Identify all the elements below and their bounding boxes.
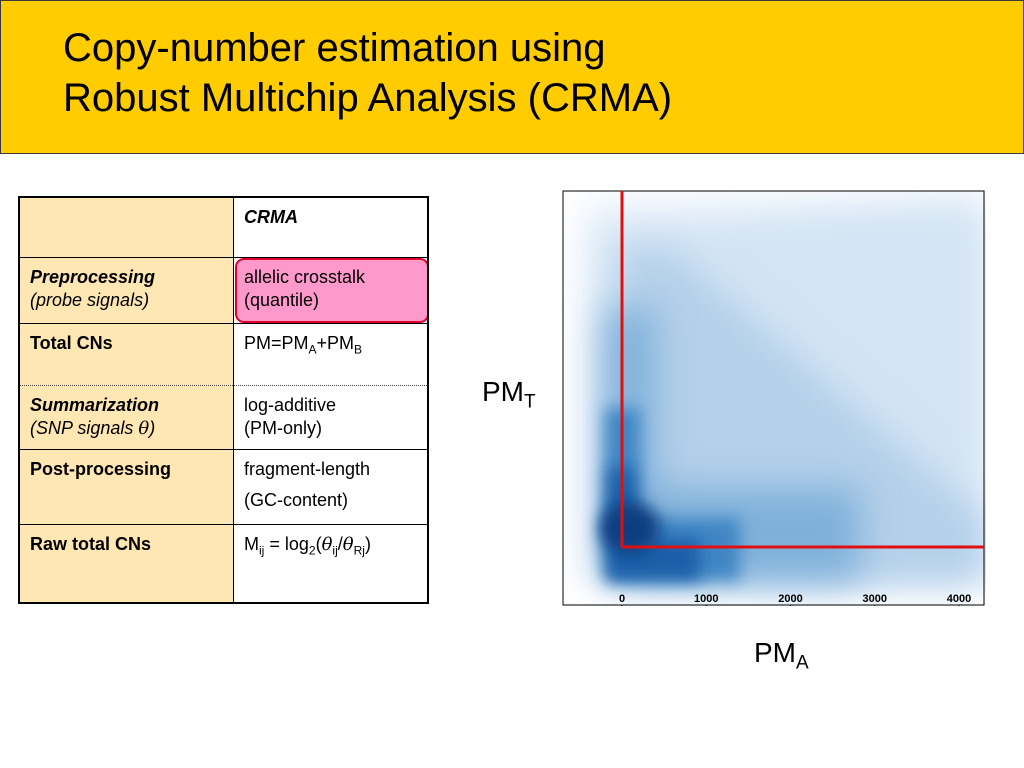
x-tick-label: 2000	[778, 593, 802, 605]
formula-slash: /	[337, 533, 343, 554]
value-sub-b: B	[354, 342, 363, 357]
y-label-sub: T	[524, 391, 536, 413]
title-band: Copy-number estimation using Robust Mult…	[0, 0, 1024, 154]
row-label-preprocessing: Preprocessing	[30, 266, 156, 287]
crma-table: CRMA Preprocessing (probe signals) allel…	[18, 196, 429, 604]
table-row: Post-processing fragment-length (GC-cont…	[18, 448, 429, 525]
formula-eq-log: = log	[264, 533, 309, 554]
table-row: Summarization (SNP signals θ) log-additi…	[18, 384, 429, 450]
row-label-total-cns: Total CNs	[30, 332, 113, 353]
x-label-sub: A	[796, 652, 809, 674]
row-label-post-processing: Post-processing	[30, 458, 172, 479]
theta-symbol: θ	[138, 417, 150, 439]
value-fragment-length: fragment-length	[244, 458, 371, 479]
x-axis-label: PMA	[754, 637, 809, 675]
x-tick-label: 4000	[947, 593, 971, 605]
header-left-cell	[18, 196, 234, 258]
formula-open-paren: (	[315, 533, 322, 554]
density-cloud	[585, 202, 984, 580]
row-value-cell: allelic crosstalk (quantile)	[233, 256, 429, 324]
formula-sub-ij-2: ij	[332, 543, 338, 558]
row-value-cell: log-additive (PM-only)	[233, 384, 429, 450]
density-plot: 0 1000 2000 3000 4000 0 1000 2000 3000 4000	[560, 188, 986, 606]
value-pm-eq: PM=PM	[244, 332, 309, 353]
sublabel-prefix: (SNP signals	[30, 417, 139, 438]
row-value-cell: PM=PMA+PMB	[233, 322, 429, 385]
row-label-cell: Summarization (SNP signals θ)	[18, 384, 234, 450]
crma-table-wrapper: CRMA Preprocessing (probe signals) allel…	[18, 196, 429, 604]
sublabel-suffix: )	[149, 417, 156, 438]
slide-title-line-2: Robust Multichip Analysis (CRMA)	[63, 76, 673, 120]
x-label-main: PM	[754, 637, 796, 668]
row-label-summarization: Summarization	[30, 394, 160, 415]
table-row: Preprocessing (probe signals) allelic cr…	[18, 256, 429, 324]
row-sublabel-probe-signals: (probe signals)	[30, 289, 150, 310]
y-axis-label: PMT	[482, 376, 536, 414]
header-crma-cell: CRMA	[233, 196, 429, 258]
slide-title-line-1: Copy-number estimation using	[63, 26, 606, 70]
x-tick-label: 0	[619, 593, 625, 605]
value-quantile: (quantile)	[244, 289, 320, 310]
formula-sub-ij: ij	[259, 543, 265, 558]
x-tick-label: 3000	[863, 593, 887, 605]
row-sublabel-snp-signals: (SNP signals θ)	[30, 417, 223, 440]
formula-sub-2: 2	[308, 543, 316, 558]
table-row: Total CNs PM=PMA+PMB	[18, 322, 429, 385]
row-label-cell: Total CNs	[18, 322, 234, 385]
value-plus-pm: +PM	[316, 332, 355, 353]
value-log-additive: log-additive	[244, 394, 337, 415]
y-label-main: PM	[482, 376, 524, 407]
formula-close-paren: )	[364, 533, 371, 554]
row-label-cell: Post-processing	[18, 448, 234, 525]
formula-sub-rj: Rj	[353, 543, 365, 558]
formula-theta-2: θ	[342, 533, 354, 555]
row-value-cell: fragment-length (GC-content)	[233, 448, 429, 525]
row-label-cell: Raw total CNs	[18, 523, 234, 604]
value-gc-content: (GC-content)	[244, 489, 349, 510]
table-header-row: CRMA	[18, 196, 429, 258]
x-axis-ticks: 0 1000 2000 3000 4000	[619, 593, 971, 606]
x-tick-label: 1000	[694, 593, 718, 605]
value-sub-a: A	[308, 342, 317, 357]
row-value-cell: Mij = log2(θij/θRj)	[233, 523, 429, 604]
value-allelic-crosstalk: allelic crosstalk	[244, 266, 366, 287]
row-label-raw-total-cns: Raw total CNs	[30, 533, 152, 554]
formula-theta-1: θ	[321, 533, 333, 555]
table-row: Raw total CNs Mij = log2(θij/θRj)	[18, 523, 429, 604]
row-label-cell: Preprocessing (probe signals)	[18, 256, 234, 324]
formula-m: M	[244, 533, 259, 554]
value-pm-only: (PM-only)	[244, 417, 323, 438]
